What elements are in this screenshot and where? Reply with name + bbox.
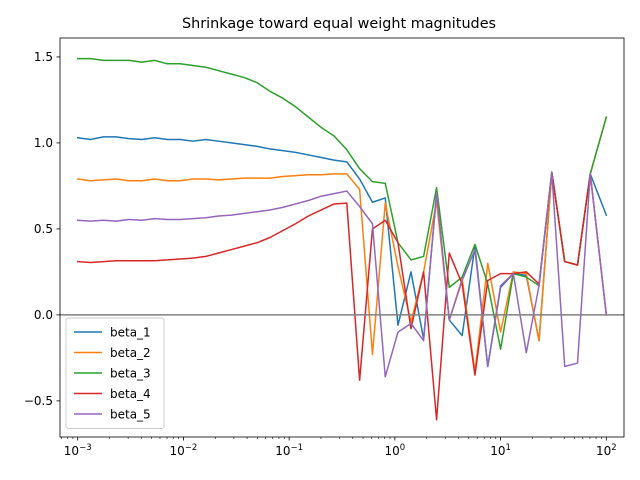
x-tick-label-base: 10 (596, 444, 611, 458)
x-tick-label-base: 10 (385, 444, 400, 458)
x-tick-label-exponent: 2 (611, 443, 616, 453)
axes: 10−3 10−2 10−1 100 101 102−0.50.00.51.01.5 (24, 37, 625, 458)
legend: beta_1 beta_2 beta_3 beta_4 beta_5 (65, 317, 165, 429)
legend-label-beta_4: beta_4 (110, 387, 151, 401)
plot-area (60, 57, 624, 421)
legend-box (65, 317, 165, 429)
x-tick-label-exponent: 0 (400, 443, 405, 453)
axes-frame (59, 37, 625, 438)
y-tick-label: 0.0 (34, 308, 53, 322)
legend-label-beta_2: beta_2 (110, 346, 151, 360)
series-line-beta_3 (76, 57, 608, 351)
x-tick-label-exponent: −3 (79, 443, 92, 453)
x-tick-label: 100 (385, 443, 406, 458)
legend-label-beta_1: beta_1 (110, 325, 151, 339)
legend-label-beta_5: beta_5 (110, 407, 151, 421)
x-tick-label: 10−1 (275, 443, 303, 458)
x-tick-label-exponent: 1 (506, 443, 511, 453)
y-tick-label: 1.5 (34, 50, 53, 64)
x-tick-label-base: 10 (275, 444, 290, 458)
y-tick-label: 0.5 (34, 222, 53, 236)
x-tick-label-base: 10 (170, 444, 185, 458)
y-tick-label: −0.5 (24, 394, 53, 408)
legend-label-beta_3: beta_3 (110, 366, 151, 380)
x-tick-label: 10−2 (170, 443, 198, 458)
series-line-beta_5 (76, 171, 608, 378)
x-tick-label-base: 10 (64, 444, 79, 458)
x-tick-label-exponent: −1 (291, 443, 304, 453)
y-tick-label: 1.0 (34, 136, 53, 150)
x-tick-label: 10−3 (64, 443, 92, 458)
x-tick-label-base: 10 (490, 444, 505, 458)
x-tick-label: 102 (596, 443, 617, 458)
chart-title: Shrinkage toward equal weight magnitudes (182, 16, 496, 32)
series-line-beta_2 (76, 116, 608, 373)
series-line-beta_4 (76, 171, 608, 421)
x-tick-label: 101 (490, 443, 511, 458)
x-tick-label-exponent: −2 (185, 443, 198, 453)
